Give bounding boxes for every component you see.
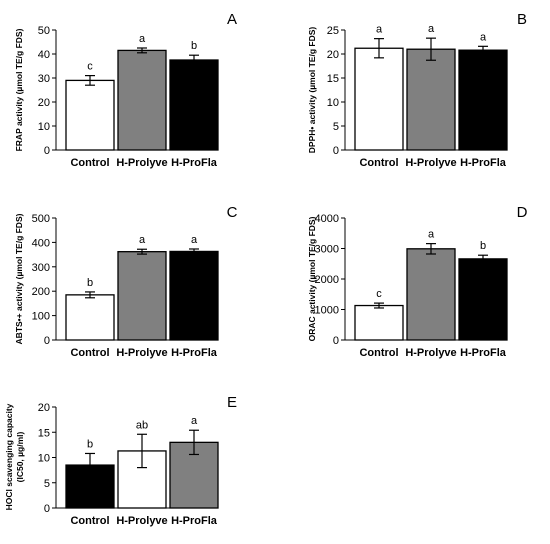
- y-axis-title: FRAP activity (µmol TE/g FDS): [14, 28, 24, 151]
- x-category-label: H-Prolyve: [116, 347, 167, 359]
- significance-letter: c: [376, 288, 382, 300]
- significance-letter: ab: [136, 419, 148, 431]
- panel-letter: E: [227, 394, 237, 411]
- panel-b: 0 5 10 15 20 25 DPPH• activity (µmol TE/g FDS)…: [307, 11, 527, 169]
- y-tick-label: 300: [32, 262, 50, 274]
- significance-letter: a: [139, 33, 146, 45]
- significance-letter: b: [480, 240, 486, 252]
- significance-letter: a: [428, 229, 435, 241]
- y-axis-title: DPPH• activity (µmol TE/g FDS): [307, 27, 317, 154]
- y-tick-label: 25: [327, 25, 339, 37]
- y-tick-label: 0: [333, 335, 339, 347]
- y-tick-label: 200: [32, 286, 50, 298]
- panel-c: 0 100 200 300 400 500 ABTS•+ activity (µmol TE…: [14, 204, 238, 359]
- significance-letter: b: [87, 438, 93, 450]
- significance-letter: a: [191, 415, 198, 427]
- y-axis-title: ORAC activity (µmol TE/g FDS): [307, 216, 317, 341]
- panel-a: 0 10 20 30 40 50 FRAP activity (µmol TE/g FDS)…: [14, 11, 237, 169]
- y-tick-label: 3000: [315, 244, 339, 256]
- bar-h-prolyve: [406, 48, 456, 151]
- panel-e: 0 5 10 15 20 HOCl scavenging capacity (IC50, µ…: [4, 394, 237, 527]
- x-category-label: Control: [70, 347, 109, 359]
- y-tick-label: 10: [38, 121, 50, 133]
- y-axis-title-line-2: (IC50, µg/ml): [15, 431, 25, 482]
- bar-h-prolyve: [117, 49, 167, 151]
- y-tick-label: 20: [327, 49, 339, 61]
- y-tick-label: 15: [38, 427, 50, 439]
- bar-h-profla: [458, 49, 508, 151]
- bar-control: [65, 79, 115, 151]
- significance-letter: a: [376, 24, 383, 36]
- significance-letter: a: [139, 234, 146, 246]
- panel-letter: A: [227, 11, 237, 28]
- y-tick-label: 400: [32, 237, 50, 249]
- bar-control: [65, 294, 115, 341]
- y-tick-label: 0: [333, 145, 339, 157]
- bar-h-prolyve: [406, 248, 456, 341]
- x-category-label: H-ProFla: [460, 157, 507, 169]
- significance-letter: a: [428, 23, 435, 35]
- x-category-label: Control: [70, 515, 109, 527]
- significance-letter: a: [480, 31, 487, 43]
- x-category-label: Control: [359, 157, 398, 169]
- y-tick-label: 5: [333, 121, 339, 133]
- y-tick-label: 10: [38, 453, 50, 465]
- bar-control: [354, 47, 404, 151]
- y-tick-label: 20: [38, 402, 50, 414]
- x-category-label: H-Prolyve: [405, 347, 456, 359]
- significance-letter: b: [87, 277, 93, 289]
- y-tick-label: 40: [38, 49, 50, 61]
- y-tick-label: 30: [38, 73, 50, 85]
- significance-letter: a: [191, 234, 198, 246]
- y-tick-label: 1000: [315, 305, 339, 317]
- y-tick-label: 5: [44, 478, 50, 490]
- y-tick-label: 0: [44, 503, 50, 515]
- panel-letter: C: [227, 204, 238, 221]
- x-category-label: Control: [70, 157, 109, 169]
- y-axis-title: ABTS•+ activity (µmol TE/g FDS): [14, 213, 24, 344]
- bar-h-prolyve: [117, 251, 167, 341]
- y-tick-label: 50: [38, 25, 50, 37]
- x-category-label: H-ProFla: [171, 157, 218, 169]
- bar-h-profla: [169, 250, 219, 341]
- bar-control: [354, 304, 404, 341]
- x-category-label: H-ProFla: [171, 347, 218, 359]
- y-tick-label: 10: [327, 97, 339, 109]
- y-tick-label: 0: [44, 335, 50, 347]
- x-category-label: H-ProFla: [460, 347, 507, 359]
- x-category-label: H-Prolyve: [116, 157, 167, 169]
- x-category-label: H-ProFla: [171, 515, 218, 527]
- y-tick-label: 500: [32, 213, 50, 225]
- y-tick-label: 100: [32, 311, 50, 323]
- y-tick-label: 4000: [315, 213, 339, 225]
- y-axis-title: HOCl scavenging capacity: [4, 403, 14, 510]
- x-category-label: Control: [359, 347, 398, 359]
- y-tick-label: 2000: [315, 274, 339, 286]
- y-tick-label: 15: [327, 73, 339, 85]
- significance-letter: c: [87, 61, 93, 73]
- bar-h-profla: [458, 258, 508, 341]
- y-tick-label: 20: [38, 97, 50, 109]
- significance-letter: b: [191, 40, 197, 52]
- panel-letter: B: [517, 11, 527, 28]
- x-category-label: H-Prolyve: [116, 515, 167, 527]
- y-tick-label: 0: [44, 145, 50, 157]
- panel-letter: D: [517, 204, 528, 221]
- bar-h-profla: [169, 59, 219, 151]
- x-category-label: H-Prolyve: [405, 157, 456, 169]
